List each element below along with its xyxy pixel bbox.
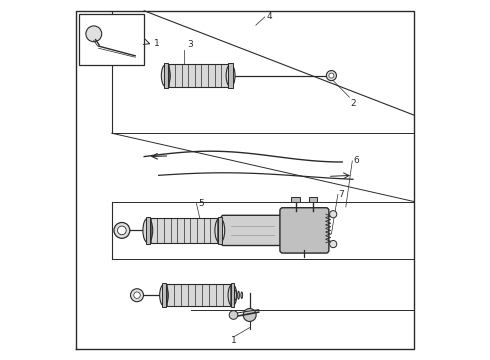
Bar	[164, 284, 232, 306]
Ellipse shape	[215, 218, 225, 243]
Text: 7: 7	[339, 190, 344, 199]
Bar	[79, 14, 144, 65]
Ellipse shape	[228, 284, 237, 306]
FancyBboxPatch shape	[280, 208, 329, 253]
Ellipse shape	[234, 290, 236, 300]
Circle shape	[114, 222, 130, 238]
Text: 4: 4	[267, 12, 272, 21]
Text: 1: 1	[154, 40, 160, 49]
Circle shape	[243, 309, 256, 321]
Circle shape	[86, 26, 102, 42]
Ellipse shape	[226, 64, 235, 87]
Ellipse shape	[143, 218, 153, 243]
Ellipse shape	[241, 292, 243, 298]
Bar	[164, 63, 168, 88]
Text: 6: 6	[353, 156, 359, 165]
Circle shape	[134, 292, 140, 298]
Bar	[148, 218, 220, 243]
Circle shape	[118, 226, 126, 235]
Ellipse shape	[238, 291, 240, 299]
Bar	[292, 197, 300, 202]
Bar	[309, 197, 318, 202]
Bar	[162, 283, 166, 307]
Text: 3: 3	[187, 40, 193, 49]
Bar	[146, 217, 150, 244]
Bar	[228, 63, 233, 88]
Circle shape	[229, 311, 238, 319]
Ellipse shape	[160, 284, 169, 306]
Circle shape	[326, 71, 337, 81]
Bar	[218, 217, 222, 244]
Circle shape	[329, 73, 334, 78]
Ellipse shape	[161, 64, 170, 87]
Circle shape	[130, 289, 144, 302]
Text: 1: 1	[231, 336, 237, 345]
Text: 2: 2	[350, 99, 356, 108]
Circle shape	[330, 211, 337, 218]
Bar	[166, 64, 231, 87]
Circle shape	[330, 240, 337, 248]
FancyBboxPatch shape	[221, 215, 283, 246]
Bar	[231, 283, 234, 307]
Text: 5: 5	[198, 199, 204, 208]
